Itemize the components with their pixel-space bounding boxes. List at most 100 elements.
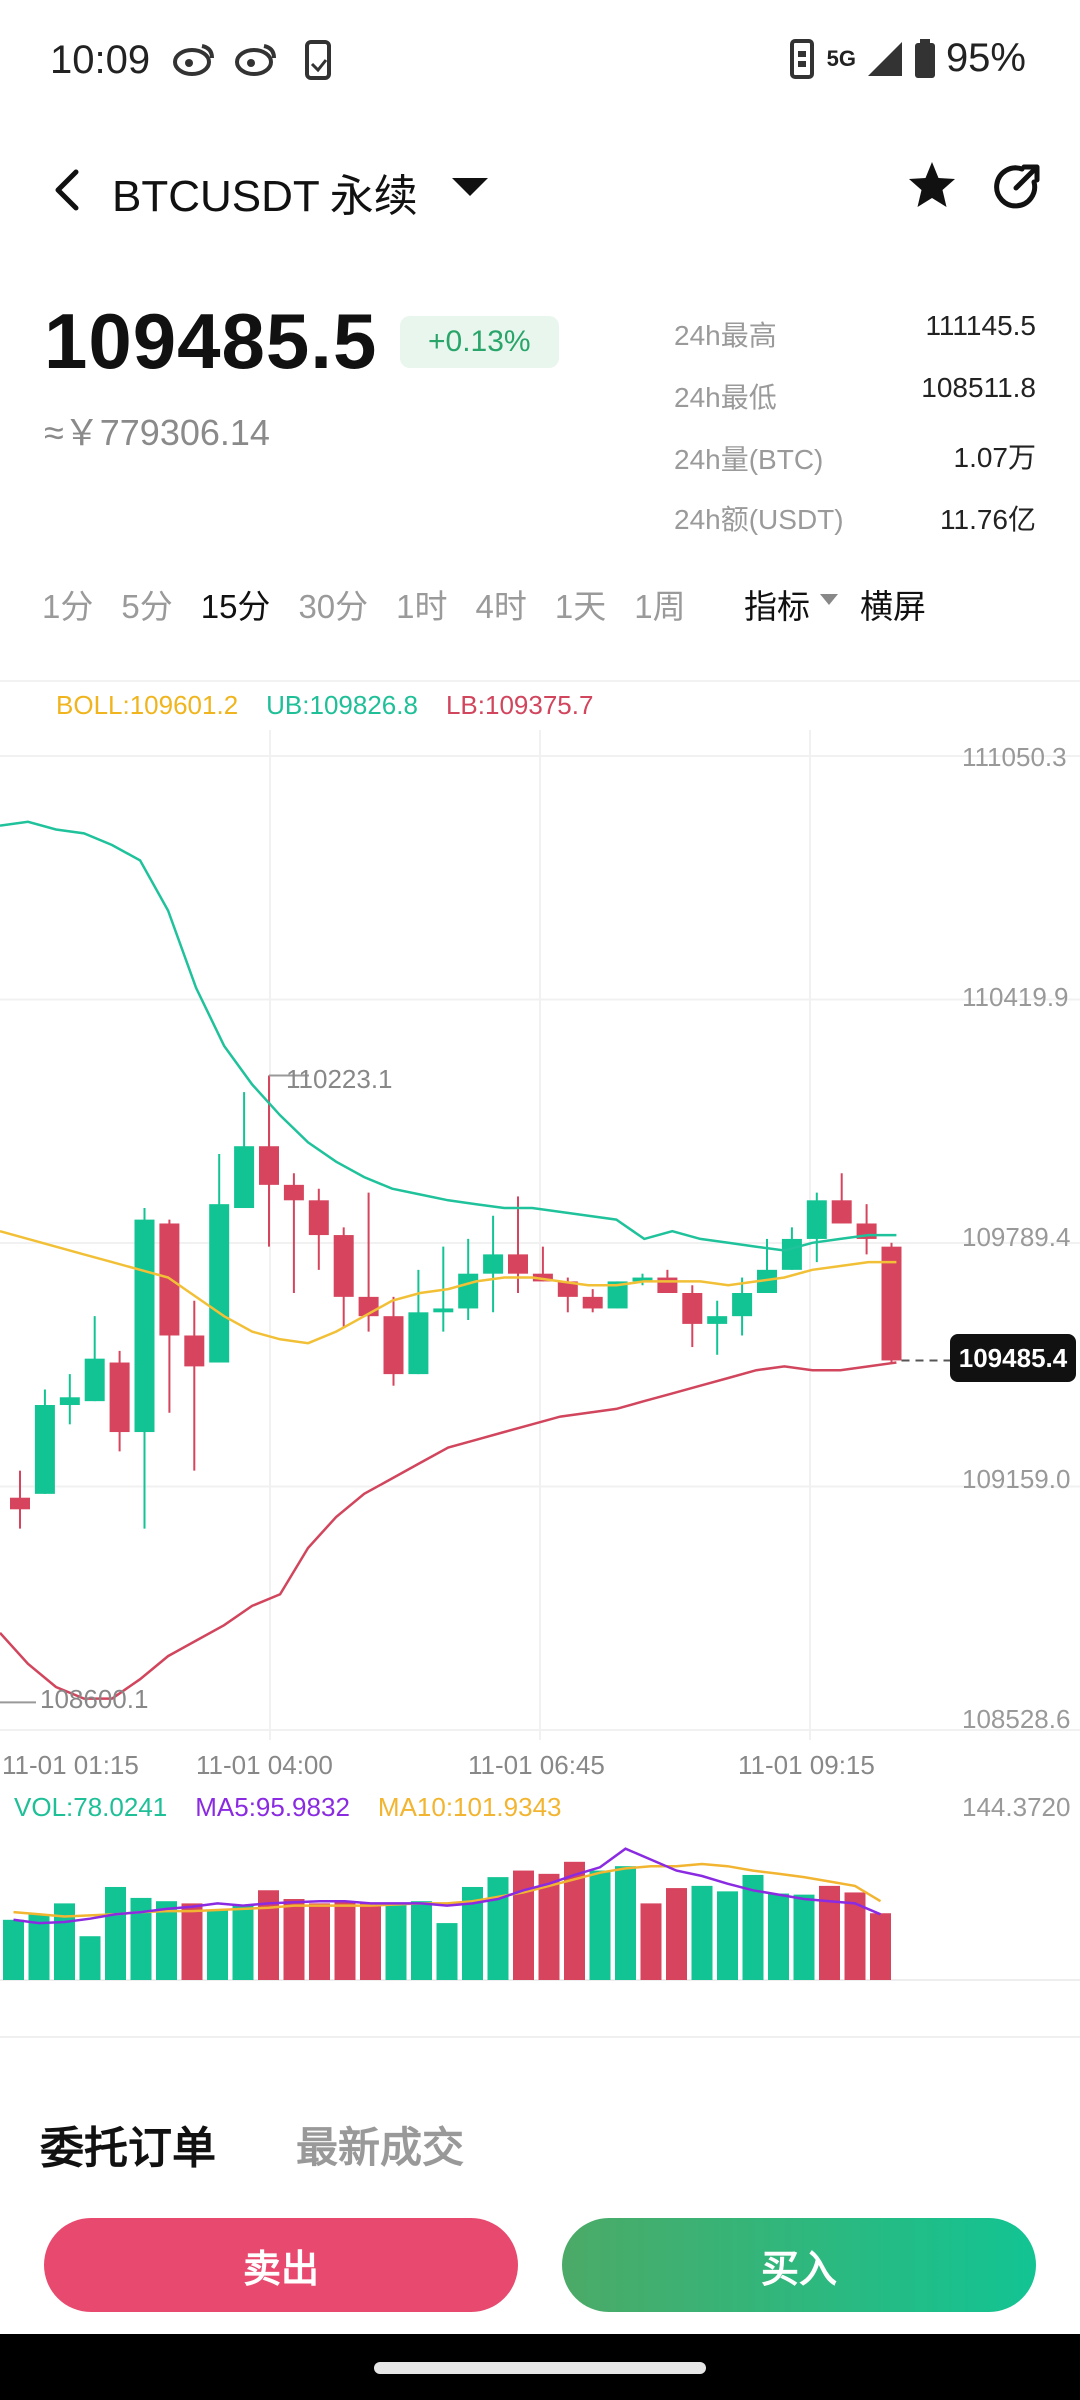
contract-type: 永续 xyxy=(329,172,418,221)
volume-bar xyxy=(181,1903,203,1980)
ma5-line xyxy=(13,1847,881,1925)
caret-down-icon[interactable] xyxy=(820,594,838,605)
network-type: 5G xyxy=(826,45,856,71)
volume-bar xyxy=(283,1899,305,1980)
volume-bar xyxy=(334,1901,356,1980)
candle-body xyxy=(532,1273,553,1282)
stat-label-volume: 24h量(BTC) xyxy=(674,444,824,475)
share-icon[interactable] xyxy=(990,160,1044,214)
candle-body xyxy=(184,1335,205,1367)
buy-label: 买入 xyxy=(760,2248,837,2291)
divider xyxy=(0,2036,1080,2038)
volume-bar xyxy=(768,1893,789,1980)
candle-body xyxy=(259,1146,279,1185)
tab-1m[interactable]: 1分 xyxy=(42,588,94,625)
boll-mid-line xyxy=(0,1229,897,1345)
star-icon[interactable] xyxy=(904,158,960,214)
tab-4h[interactable]: 4时 xyxy=(475,588,527,625)
volume-bar xyxy=(130,1897,152,1980)
boll-lb-value: LB:109375.7 xyxy=(445,690,594,720)
volume-bar xyxy=(462,1886,483,1980)
volume-bar xyxy=(28,1914,50,1980)
signal-icon xyxy=(867,41,902,76)
volume-bar xyxy=(819,1885,840,1980)
candle-body xyxy=(283,1184,304,1201)
status-time: 10:09 xyxy=(50,38,151,82)
volume-bar xyxy=(156,1901,177,1980)
volume-max-label: 144.3720 xyxy=(962,1792,1071,1822)
boll-mid-value: BOLL:109601.2 xyxy=(56,690,239,720)
volume-bar xyxy=(411,1901,432,1980)
volume-bar xyxy=(105,1886,126,1980)
boll-ub-line xyxy=(0,820,897,1252)
tab-15m[interactable]: 15分 xyxy=(200,588,271,625)
low-annotation: 108600.1 xyxy=(40,1684,149,1714)
volume-bar xyxy=(487,1877,509,1980)
candle-body xyxy=(632,1277,653,1282)
landscape-button[interactable]: 横屏 xyxy=(860,588,926,625)
volume-bar xyxy=(717,1891,738,1980)
tab-1w[interactable]: 1周 xyxy=(634,588,686,625)
cny-price: ≈￥779306.14 xyxy=(44,412,270,453)
ma5-value: MA5:95.9832 xyxy=(195,1792,350,1822)
stat-label-low: 24h最低 xyxy=(674,382,777,413)
candle-body xyxy=(582,1296,603,1309)
candle-body xyxy=(109,1362,130,1433)
vibrate-icon xyxy=(789,38,814,79)
back-icon[interactable] xyxy=(48,168,88,212)
volume-bar xyxy=(615,1866,636,1980)
stat-label-high: 24h最高 xyxy=(674,320,777,351)
battery-level: 95% xyxy=(945,36,1026,80)
tab-orders[interactable]: 委托订单 xyxy=(40,2124,216,2173)
sell-button[interactable]: 卖出 xyxy=(44,2218,518,2312)
vol-value: VOL:78.0241 xyxy=(14,1792,168,1822)
symbol-title[interactable]: BTCUSDT 永续 xyxy=(112,160,418,224)
y-tick-label: 109159.0 xyxy=(962,1464,1071,1494)
battery-icon xyxy=(914,38,935,78)
candle-body xyxy=(607,1281,628,1309)
volume-bar xyxy=(385,1903,407,1980)
tab-5m[interactable]: 5分 xyxy=(121,588,173,625)
candle-body xyxy=(209,1204,230,1363)
divider xyxy=(0,680,1080,682)
x-tick-label: 11-01 06:45 xyxy=(468,1750,605,1780)
candle-body xyxy=(781,1238,802,1270)
candle-body xyxy=(10,1497,30,1510)
stat-value-volume: 1.07万 xyxy=(953,442,1037,473)
boll-legend: BOLL:109601.2 UB:109826.8 LB:109375.7 xyxy=(56,690,593,721)
tab-1h[interactable]: 1时 xyxy=(396,588,448,625)
volume-bar xyxy=(309,1903,330,1980)
last-price: 109485.5 xyxy=(44,297,378,385)
candle-body xyxy=(657,1277,678,1293)
candle-body xyxy=(707,1316,728,1324)
tab-30m[interactable]: 30分 xyxy=(298,588,369,625)
tab-1d[interactable]: 1天 xyxy=(554,588,607,625)
volume-bar xyxy=(870,1913,891,1980)
y-tick-label: 109789.4 xyxy=(962,1222,1071,1252)
y-tick-label: 111050.3 xyxy=(962,742,1067,772)
tab-latest-trades[interactable]: 最新成交 xyxy=(296,2124,465,2171)
candle-body xyxy=(682,1292,703,1324)
y-tick-label: 110419.9 xyxy=(962,982,1069,1012)
x-tick-label: 11-01 04:00 xyxy=(196,1750,333,1780)
kline-chart[interactable] xyxy=(0,730,1080,1790)
indicator-button[interactable]: 指标 xyxy=(744,588,810,625)
stat-value-high: 111145.5 xyxy=(925,310,1036,341)
chevron-down-icon[interactable] xyxy=(452,178,488,196)
volume-bar xyxy=(793,1894,815,1980)
x-tick-label: 11-01 09:15 xyxy=(738,1750,875,1780)
stat-label-turnover: 24h额(USDT) xyxy=(674,504,844,535)
buy-button[interactable]: 买入 xyxy=(562,2218,1036,2312)
candle-body xyxy=(557,1281,578,1297)
weibo-icon xyxy=(235,44,276,76)
volume-bar xyxy=(666,1888,687,1980)
candle-body xyxy=(84,1358,105,1402)
volume-bar xyxy=(79,1936,101,1980)
candle-body xyxy=(458,1273,479,1309)
volume-bar xyxy=(3,1919,24,1980)
y-tick-label: 108528.6 xyxy=(962,1704,1071,1734)
volume-bar xyxy=(258,1890,279,1980)
volume-bar xyxy=(589,1870,611,1980)
volume-legend: VOL:78.0241 MA5:95.9832 MA10:101.9343 xyxy=(14,1792,562,1823)
home-indicator[interactable] xyxy=(374,2362,706,2374)
